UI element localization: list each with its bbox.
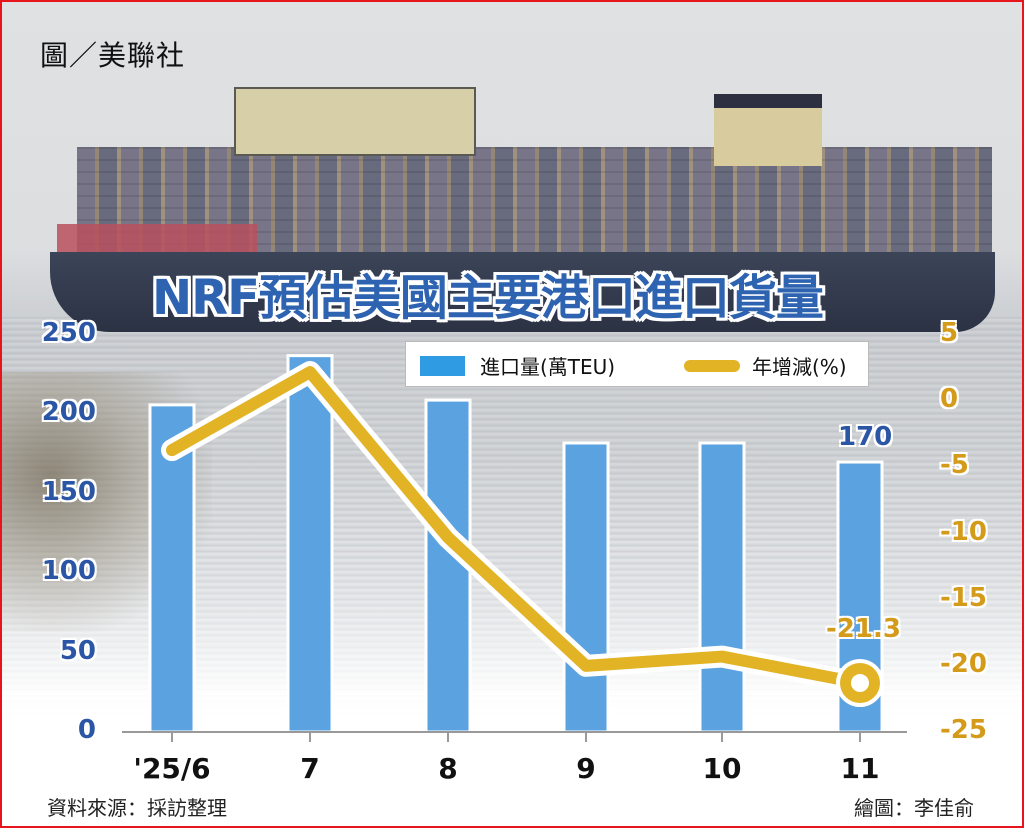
last-point-marker [851, 674, 869, 693]
ship-funnel [714, 94, 822, 166]
legend-item-bar: 進口量(萬TEU) [420, 351, 615, 380]
x-axis-tick: '25/6 [133, 752, 211, 785]
bar-value-label: 170 [838, 422, 893, 452]
x-axis-tick: 8 [438, 752, 458, 785]
bar-series [148, 354, 884, 734]
bar-1 [286, 354, 334, 734]
right-axis-tick: -20 [940, 648, 987, 679]
left-axis-tick: 200 [41, 397, 96, 428]
line-series [161, 361, 884, 708]
right-axis-tick: 5 [940, 318, 959, 348]
photo-credit: 圖／美聯社 [40, 39, 186, 72]
left-axis-tick: 0 [77, 715, 96, 745]
x-axis-tick: 7 [300, 752, 320, 785]
bar-swatch-icon [420, 355, 465, 376]
legend: 進口量(萬TEU) 年增減(%) [405, 341, 869, 387]
x-axis-tick: 11 [840, 752, 880, 785]
x-axis-tick: 10 [702, 752, 742, 785]
right-axis-tick: -5 [940, 450, 969, 481]
ship-bridge [234, 87, 476, 156]
data-source: 資料來源：採訪整理 [47, 796, 227, 820]
x-axis-tick: 9 [576, 752, 596, 785]
legend-bar-label: 進口量(萬TEU) [480, 355, 616, 379]
right-axis-tick: 0 [940, 384, 959, 415]
bar-0 [148, 403, 196, 734]
chart-title: NRF預估美國主要港口進口貨量 [152, 270, 824, 326]
left-axis-tick: 250 [41, 318, 96, 348]
left-axis-tick: 50 [59, 635, 96, 666]
graphic-credit: 繪圖：李佳俞 [854, 796, 974, 820]
left-axis-tick: 100 [41, 556, 96, 587]
ship-hull [50, 252, 995, 332]
axis-ticks [171, 732, 861, 742]
right-axis-tick: -25 [940, 715, 987, 745]
bar-3 [562, 441, 610, 734]
right-axis-tick: -15 [940, 582, 987, 613]
left-axis-tick: 150 [41, 476, 96, 507]
bar-4 [698, 441, 746, 734]
line-swatch-icon [684, 359, 740, 372]
legend-line-label: 年增減(%) [752, 355, 847, 379]
ship-deck [57, 224, 257, 254]
right-axis-tick: -10 [940, 516, 987, 547]
legend-item-line: 年增減(%) [684, 351, 847, 380]
ship-containers [77, 147, 992, 257]
line-value-label: -21.3 [826, 614, 901, 644]
